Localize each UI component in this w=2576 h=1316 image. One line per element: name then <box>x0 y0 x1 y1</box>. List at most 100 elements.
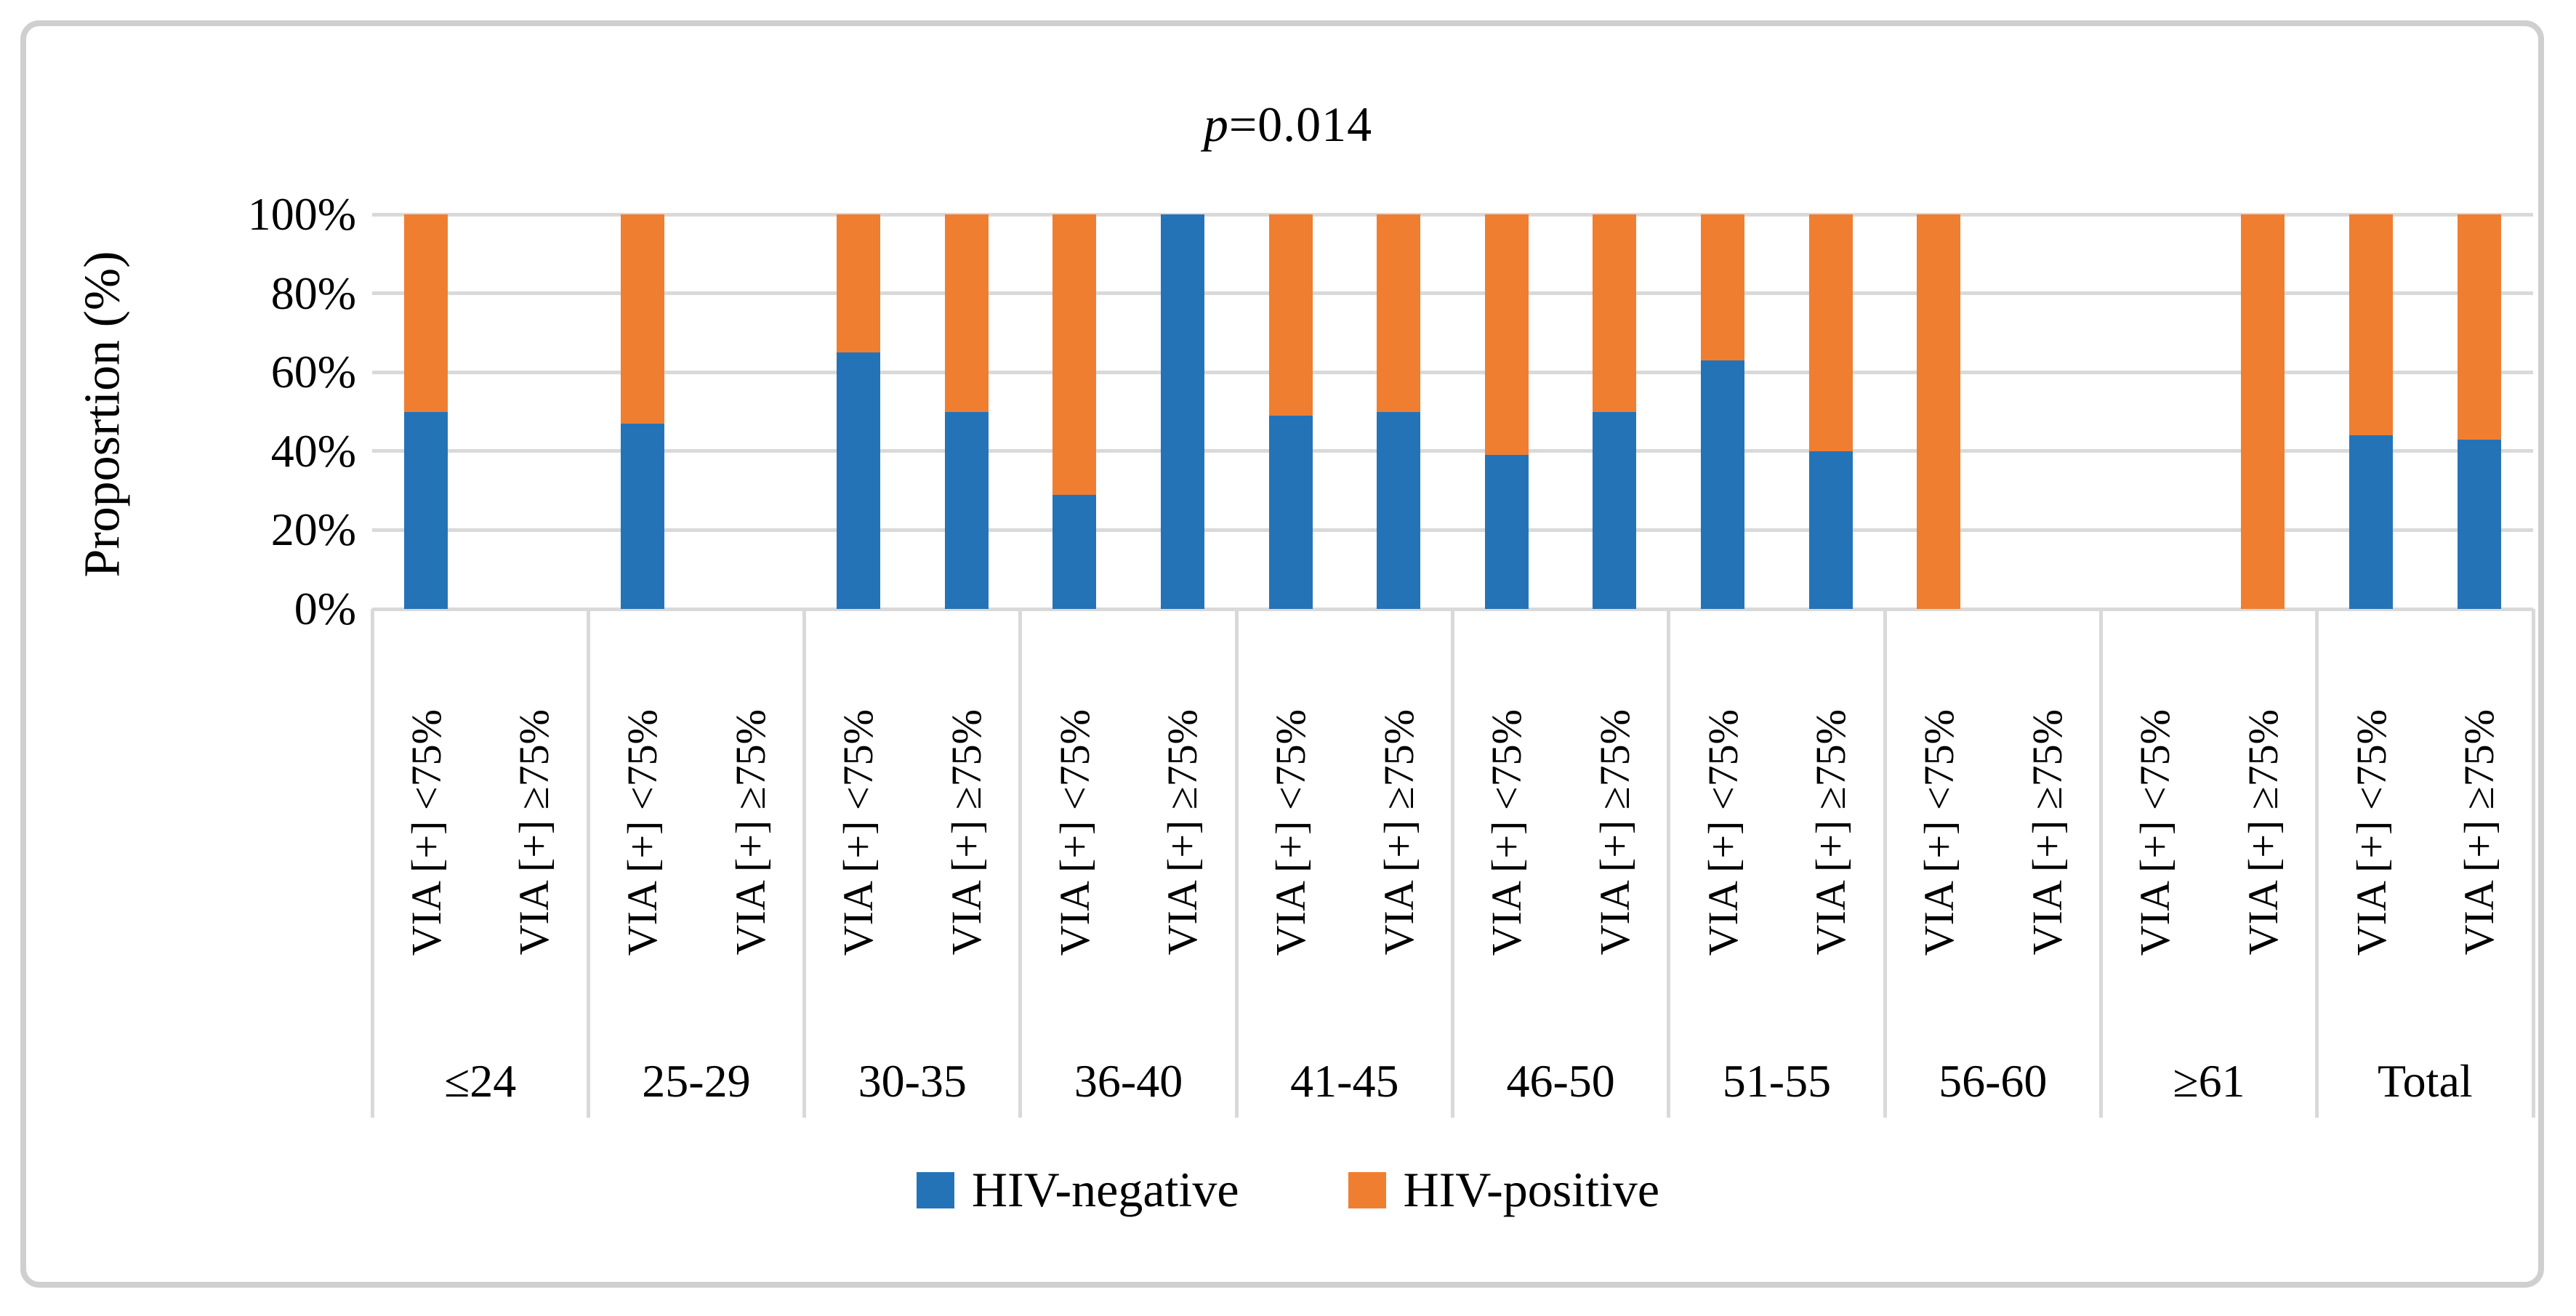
legend-swatch-hiv-negative <box>916 1171 954 1208</box>
via-slot-label: VIA [+] ≥75% <box>1374 709 1422 956</box>
bar-46-50-lt75 <box>1484 214 1529 609</box>
bar-41-45-lt75 <box>1268 214 1313 609</box>
bar-Total-ge75 <box>2457 214 2501 609</box>
bar-segment-hiv-negative <box>1160 214 1204 609</box>
chart-title-value: =0.014 <box>1228 97 1373 152</box>
bar-segment-hiv-negative <box>1377 411 1421 609</box>
y-tick-label: 100% <box>247 188 356 240</box>
bar-segment-hiv-positive <box>1268 214 1313 416</box>
via-slot-label: VIA [+] ≥75% <box>1590 709 1638 956</box>
via-slot-label: VIA [+] <75% <box>1050 709 1098 956</box>
bar-segment-hiv-negative <box>836 352 880 609</box>
group-separator-line <box>1451 609 1454 1118</box>
bar-segment-hiv-negative <box>1701 360 1745 609</box>
group-label: 46-50 <box>1506 1055 1615 1107</box>
legend-item-hiv-positive: HIV-positive <box>1348 1161 1659 1219</box>
group-separator-line <box>370 609 374 1118</box>
bar-segment-hiv-positive <box>1701 214 1745 360</box>
via-slot-label: VIA [+] ≥75% <box>1159 709 1207 956</box>
bar-Total-lt75 <box>2349 214 2394 609</box>
bar-≤24-lt75 <box>404 214 448 609</box>
group-label: ≤24 <box>444 1055 517 1107</box>
via-slot-label: VIA [+] ≥75% <box>726 709 774 956</box>
legend: HIV-negative HIV-positive <box>0 1161 2576 1219</box>
bar-segment-hiv-negative <box>1268 415 1313 609</box>
group-label: 30-35 <box>858 1055 967 1107</box>
group-separator-line <box>1883 609 1887 1118</box>
bar-segment-hiv-positive <box>1808 214 1853 451</box>
bar-segment-hiv-positive <box>1377 214 1421 412</box>
bar-segment-hiv-negative <box>1593 411 1637 609</box>
bar-30-35-ge75 <box>944 214 989 609</box>
group-separator-line <box>2098 609 2103 1118</box>
y-tick-label: 0% <box>294 583 356 634</box>
bar-segment-hiv-positive <box>1593 214 1637 412</box>
via-slot-label: VIA [+] ≥75% <box>2023 709 2071 956</box>
bar-segment-hiv-positive <box>944 214 989 412</box>
group-separator-line <box>2315 609 2319 1118</box>
chart-title: p=0.014 <box>0 96 2576 153</box>
bar-segment-hiv-positive <box>620 214 664 424</box>
via-slot-label: VIA [+] <75% <box>834 709 882 956</box>
group-label: 41-45 <box>1290 1055 1399 1107</box>
bar-segment-hiv-negative <box>2349 435 2394 609</box>
via-slot-label: VIA [+] ≥75% <box>510 709 558 956</box>
bar-25-29-lt75 <box>620 214 664 609</box>
plot-area <box>372 212 2533 611</box>
via-slot-label: VIA [+] <75% <box>1483 709 1531 956</box>
group-label: 56-60 <box>1939 1055 2048 1107</box>
bar-segment-hiv-negative <box>944 411 989 609</box>
via-slot-label: VIA [+] <75% <box>1267 709 1314 956</box>
bar-segment-hiv-positive <box>404 214 448 412</box>
via-slot-label: VIA [+] ≥75% <box>2239 709 2287 956</box>
group-label: 25-29 <box>642 1055 751 1107</box>
bar-41-45-ge75 <box>1377 214 1421 609</box>
bar-51-55-lt75 <box>1701 214 1745 609</box>
bar-36-40-ge75 <box>1160 214 1204 609</box>
group-label: ≥61 <box>2173 1055 2245 1107</box>
bar-36-40-lt75 <box>1052 214 1097 609</box>
x-axis-label-table: VIA [+] <75% VIA [+] ≥75% ≤24 VIA [+] <75% V… <box>370 609 2535 1118</box>
bar-segment-hiv-positive <box>1052 214 1097 495</box>
group-separator-line <box>802 609 807 1118</box>
via-slot-label: VIA [+] ≥75% <box>1807 709 1855 956</box>
via-slot-label: VIA [+] ≥75% <box>2455 709 2503 956</box>
gridline <box>372 212 2533 217</box>
y-tick-label: 20% <box>270 504 356 556</box>
via-slot-label: VIA [+] <75% <box>402 709 450 956</box>
bar-segment-hiv-positive <box>2241 214 2285 609</box>
group-label: Total <box>2378 1055 2473 1107</box>
via-slot-label: VIA [+] <75% <box>619 709 667 956</box>
bar-segment-hiv-negative <box>1808 451 1853 609</box>
via-slot-label: VIA [+] <75% <box>1915 709 1963 956</box>
bar-segment-hiv-positive <box>2349 214 2394 436</box>
bar-segment-hiv-positive <box>836 214 880 353</box>
y-tick-label: 40% <box>270 424 356 477</box>
gridline <box>372 528 2533 532</box>
bar-segment-hiv-negative <box>620 423 664 609</box>
group-label: 51-55 <box>1722 1055 1832 1107</box>
group-label: 36-40 <box>1074 1055 1183 1107</box>
via-slot-label: VIA [+] <75% <box>2347 709 2395 956</box>
gridline <box>372 449 2533 453</box>
group-separator-line <box>586 609 590 1118</box>
bar-30-35-lt75 <box>836 214 880 609</box>
via-slot-label: VIA [+] <75% <box>1699 709 1747 956</box>
group-separator-line <box>1018 609 1023 1118</box>
group-separator-line <box>1234 609 1239 1118</box>
y-tick-label: 60% <box>270 346 356 398</box>
group-separator-line <box>1667 609 1671 1118</box>
y-tick-label: 80% <box>270 267 356 319</box>
via-slot-label: VIA [+] ≥75% <box>943 709 991 956</box>
legend-swatch-hiv-positive <box>1348 1171 1386 1208</box>
bar-segment-hiv-negative <box>2457 439 2501 609</box>
y-axis-tick-labels: 100% 80% 60% 40% 20% 0% <box>131 188 356 634</box>
via-slot-label: VIA [+] <75% <box>2131 709 2179 956</box>
legend-label: HIV-negative <box>971 1162 1239 1217</box>
bar-segment-hiv-negative <box>1484 455 1529 609</box>
legend-item-hiv-negative: HIV-negative <box>916 1161 1239 1219</box>
bar-≥61-ge75 <box>2241 214 2285 609</box>
gridline <box>372 291 2533 296</box>
bar-segment-hiv-positive <box>2457 214 2501 440</box>
bar-segment-hiv-negative <box>404 411 448 609</box>
